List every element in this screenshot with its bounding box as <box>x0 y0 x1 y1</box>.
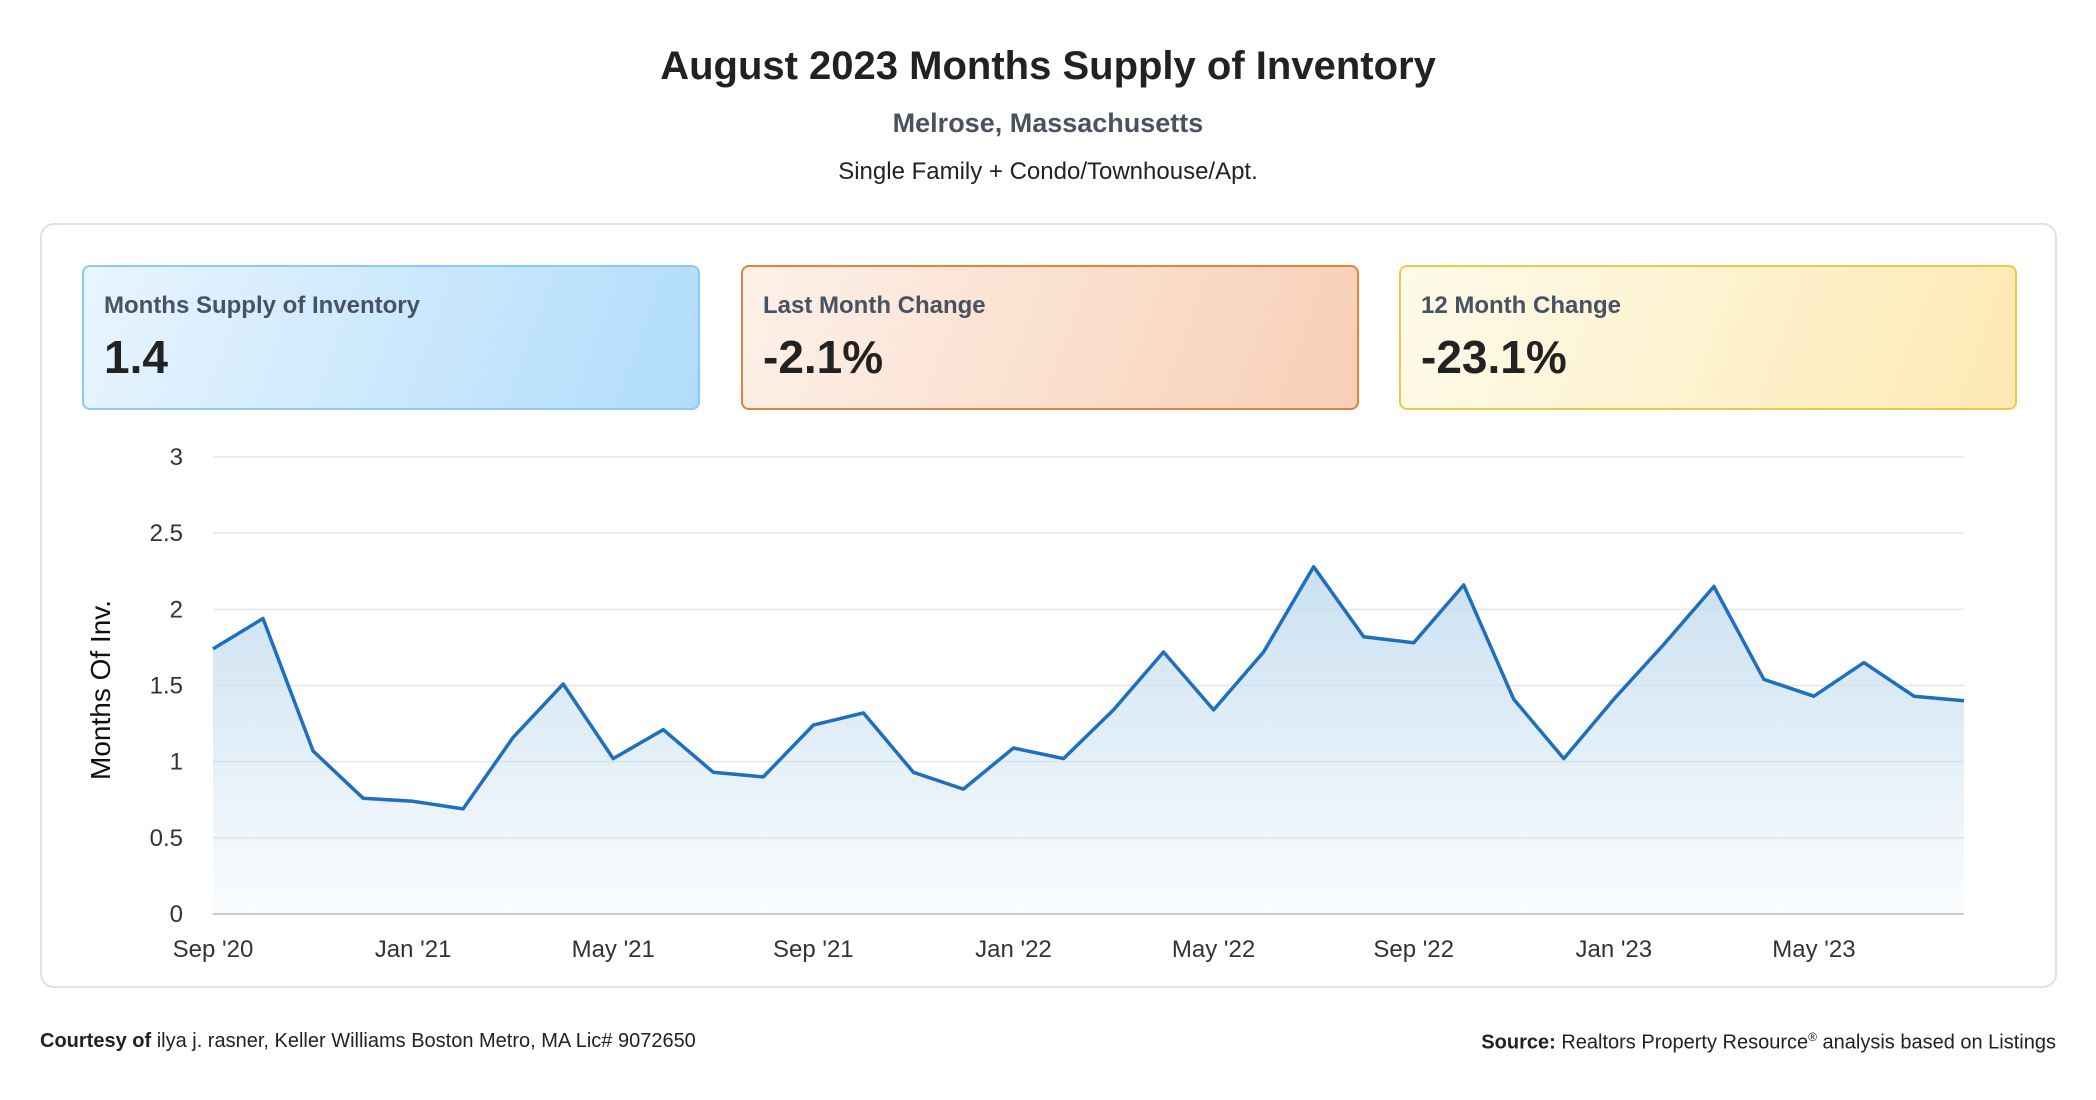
twelve-month-change-value: -23.1% <box>1421 331 1567 383</box>
y-axis-label: Months Of Inv. <box>85 600 116 780</box>
x-tick-label: Sep '22 <box>1373 936 1454 963</box>
x-tick-label: Sep '21 <box>773 936 854 963</box>
y-tick-label: 0 <box>170 901 183 928</box>
last-month-change-value: -2.1% <box>763 331 884 383</box>
source-label: Source: <box>1481 1031 1556 1054</box>
chart-title: August 2023 Months Supply of Inventory <box>660 44 1436 88</box>
months-supply-label: Months Supply of Inventory <box>104 292 420 319</box>
property-types-subtitle: Single Family + Condo/Townhouse/Apt. <box>838 158 1258 185</box>
y-axis-ticks: 0 0.5 1 1.5 2 2.5 3 <box>150 444 183 928</box>
x-tick-label: May '23 <box>1772 936 1855 963</box>
y-tick-label: 3 <box>170 444 183 471</box>
registered-mark: ® <box>1808 1030 1817 1044</box>
x-tick-label: Jan '21 <box>375 936 452 963</box>
months-supply-card: Months Supply of Inventory 1.4 <box>82 265 700 410</box>
y-tick-label: 1 <box>170 749 183 776</box>
x-tick-label: May '22 <box>1172 936 1255 963</box>
source-tail: analysis based on Listings <box>1822 1031 2056 1054</box>
courtesy-label: Courtesy of <box>40 1030 152 1052</box>
y-tick-label: 2.5 <box>150 520 183 547</box>
series-line <box>212 564 1965 811</box>
source-text: Realtors Property Resource <box>1561 1031 1809 1054</box>
x-axis-ticks: Sep '20 Jan '21 May '21 Sep '21 Jan '22 May '… <box>173 936 1856 963</box>
twelve-month-change-card: 12 Month Change -23.1% <box>1399 265 2017 410</box>
courtesy-text: ilya j. rasner, Keller Williams Boston M… <box>156 1030 696 1052</box>
y-tick-label: 2 <box>170 596 183 623</box>
x-tick-label: Sep '20 <box>173 936 254 963</box>
months-supply-value: 1.4 <box>104 331 168 383</box>
location-subtitle: Melrose, Massachusetts <box>892 108 1204 138</box>
x-tick-label: May '21 <box>572 936 655 963</box>
source-footer: Source: Realtors Property Resource® anal… <box>1481 1030 2056 1055</box>
courtesy-footer: Courtesy of ilya j. rasner, Keller Willi… <box>40 1030 696 1053</box>
twelve-month-change-label: 12 Month Change <box>1421 292 1622 319</box>
y-tick-label: 1.5 <box>150 673 183 700</box>
y-tick-label: 0.5 <box>150 825 183 852</box>
area-fill <box>213 566 1964 914</box>
last-month-change-label: Last Month Change <box>763 292 986 319</box>
last-month-change-card: Last Month Change -2.1% <box>741 265 1359 410</box>
x-tick-label: Jan '23 <box>1575 936 1652 963</box>
x-tick-label: Jan '22 <box>975 936 1052 963</box>
